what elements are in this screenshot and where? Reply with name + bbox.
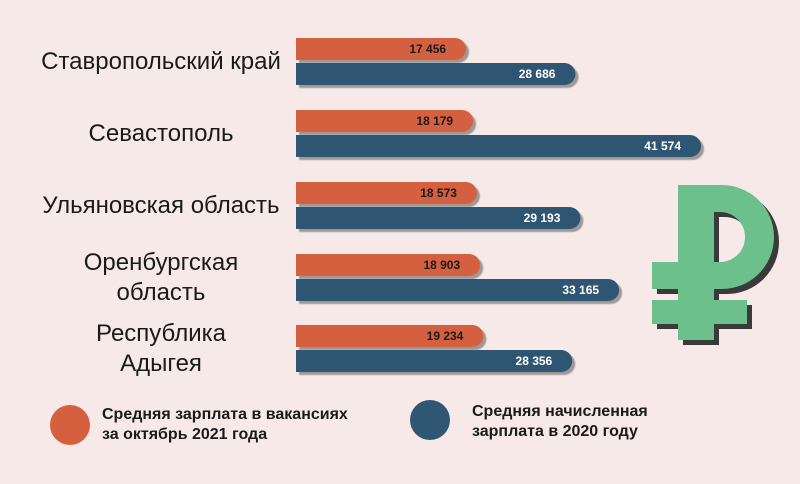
value-label-accrued-0: 28 686 xyxy=(519,67,556,81)
category-label-0: Ставропольский край xyxy=(41,47,281,75)
value-label-vacancies-3: 18 903 xyxy=(423,258,460,272)
bar-accrued-0 xyxy=(296,63,576,85)
value-label-vacancies-2: 18 573 xyxy=(420,186,457,200)
category-label-3: Оренбургская область xyxy=(83,248,239,306)
category-label-2: Ульяновская область xyxy=(42,191,280,219)
bar-vacancies-3 xyxy=(296,254,481,276)
value-label-accrued-4: 28 356 xyxy=(516,354,553,368)
bar-vacancies-4 xyxy=(296,325,484,347)
value-label-accrued-1: 41 574 xyxy=(644,139,681,153)
category-label-1: Севастополь xyxy=(88,119,234,147)
bar-accrued-2 xyxy=(296,207,581,229)
bar-accrued-1 xyxy=(296,135,701,157)
value-label-vacancies-0: 17 456 xyxy=(409,42,446,56)
legend-dot-vacancies xyxy=(50,405,90,445)
legend-label-accrued: Средняя начисленная зарплата в 2020 году xyxy=(472,403,648,440)
value-label-vacancies-1: 18 179 xyxy=(416,114,453,128)
ruble-sign-icon xyxy=(652,185,779,345)
legend-label-vacancies: Средняя зарплата в вакансиях за октябрь … xyxy=(102,406,348,443)
value-label-accrued-3: 33 165 xyxy=(562,283,599,297)
bar-vacancies-0 xyxy=(296,38,467,60)
legend-dot-accrued xyxy=(410,400,450,440)
value-label-vacancies-4: 19 234 xyxy=(427,329,464,343)
bar-vacancies-2 xyxy=(296,182,477,204)
bar-accrued-4 xyxy=(296,350,573,372)
bar-accrued-3 xyxy=(296,279,620,301)
value-label-accrued-2: 29 193 xyxy=(524,211,561,225)
category-label-4: Республика Адыгея xyxy=(95,319,227,377)
bar-vacancies-1 xyxy=(296,110,474,132)
